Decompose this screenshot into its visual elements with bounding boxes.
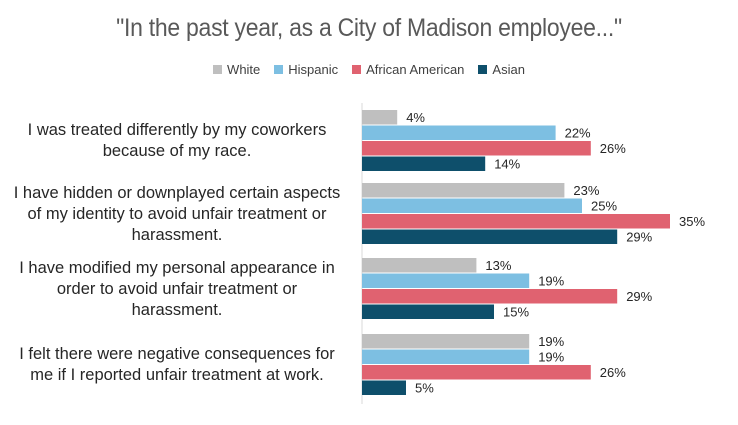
- bar: [362, 183, 565, 198]
- category-label: I have hidden or downplayed certain aspe…: [13, 183, 341, 244]
- data-label: 35%: [679, 214, 705, 229]
- legend-item: African American: [352, 62, 464, 77]
- bar: [362, 198, 582, 213]
- bar: [362, 365, 591, 380]
- bar: [362, 334, 530, 349]
- data-label: 25%: [591, 198, 617, 213]
- legend-label: African American: [366, 62, 465, 77]
- category-label: I felt there were negative consequences …: [19, 345, 335, 384]
- legend-item: White: [213, 62, 260, 77]
- data-label: 19%: [538, 273, 564, 288]
- legend-swatch: [274, 65, 284, 74]
- legend-label: White: [227, 62, 261, 77]
- legend-swatch: [352, 65, 362, 74]
- bar: [362, 380, 406, 395]
- bar: [362, 289, 618, 304]
- data-label: 13%: [485, 258, 511, 273]
- data-label: 5%: [415, 380, 434, 395]
- data-label: 4%: [406, 110, 425, 125]
- legend-label: Hispanic: [288, 62, 339, 77]
- bar: [362, 349, 530, 364]
- data-label: 19%: [538, 334, 564, 349]
- legend-item: Asian: [478, 62, 525, 77]
- bar: [362, 304, 494, 319]
- bar: [362, 273, 530, 288]
- bar: [362, 214, 670, 229]
- legend-label: Asian: [492, 62, 525, 77]
- category-label: I have modified my personal appearance i…: [19, 258, 335, 319]
- data-label: 23%: [573, 183, 599, 198]
- data-label: 15%: [503, 304, 529, 319]
- category-label: I was treated differently by my coworker…: [27, 121, 327, 160]
- data-label: 22%: [565, 125, 591, 140]
- bar: [362, 110, 398, 125]
- legend-swatch: [478, 65, 488, 74]
- legend: White Hispanic African American Asian: [0, 62, 738, 77]
- data-label: 26%: [600, 141, 626, 156]
- data-label: 26%: [600, 365, 626, 380]
- legend-item: Hispanic: [274, 62, 338, 77]
- bar: [362, 141, 591, 156]
- bar: [362, 125, 556, 140]
- data-label: 29%: [626, 289, 652, 304]
- chart-title: "In the past year, as a City of Madison …: [116, 14, 622, 42]
- bar: [362, 229, 618, 244]
- data-label: 29%: [626, 229, 652, 244]
- data-label: 14%: [494, 156, 520, 171]
- data-label: 19%: [538, 349, 564, 364]
- bar: [362, 258, 477, 273]
- legend-swatch: [213, 65, 223, 74]
- bar: [362, 156, 486, 171]
